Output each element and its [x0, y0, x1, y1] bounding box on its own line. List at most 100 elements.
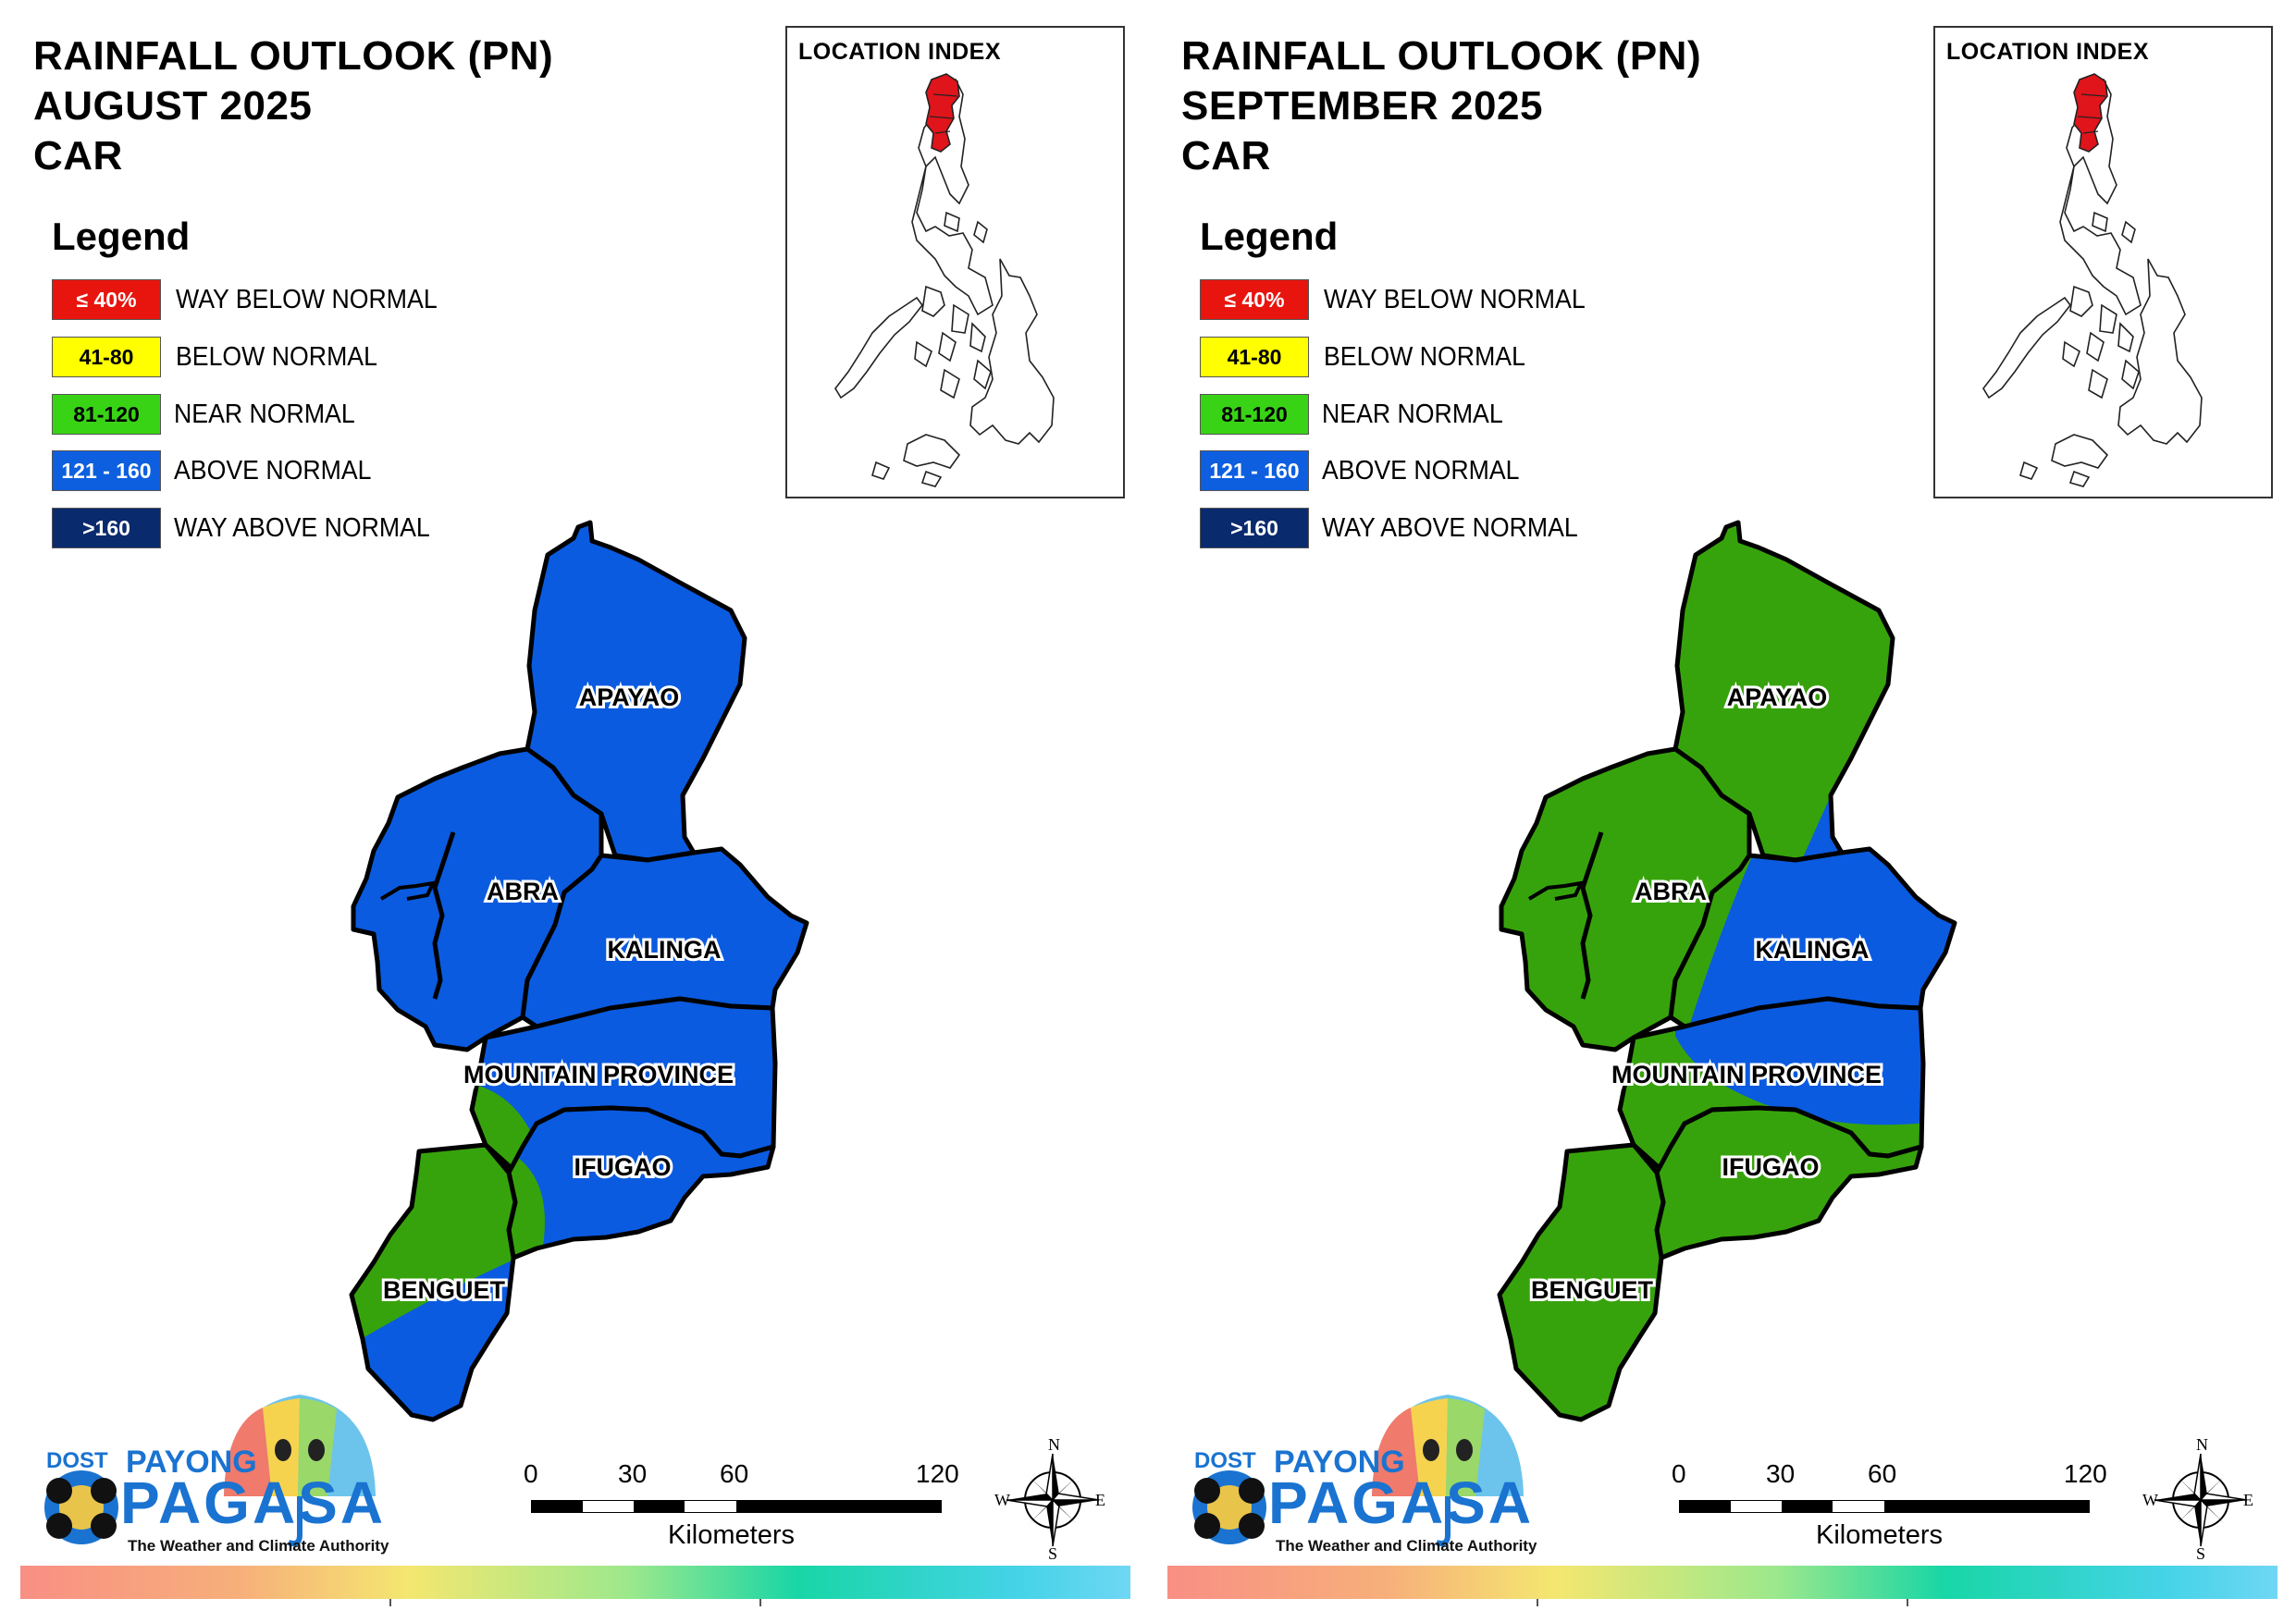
province-benguet [349, 1142, 518, 1422]
legend-label: WAY ABOVE NORMAL [174, 513, 430, 543]
legend-swatch: 41-80 [52, 337, 161, 377]
footer-gradient-bar [1167, 1566, 2277, 1599]
map-title: RAINFALL OUTLOOK (PN) AUGUST 2025 CAR [33, 31, 553, 181]
legend-swatch: 41-80 [1200, 337, 1309, 377]
scale-bar-strip [531, 1500, 942, 1513]
province-apayao [525, 520, 747, 863]
pagasa-logo: DOST PAYONG PAGASA The Weather and Clima… [31, 1387, 401, 1563]
compass-e: E [1095, 1491, 1105, 1509]
compass-w: W [2142, 1491, 2158, 1509]
location-index-title: LOCATION INDEX [1946, 39, 2150, 65]
footer-gradient-ticks [1537, 1599, 1908, 1606]
label-abra: ABRA [1635, 878, 1707, 905]
title-line-1: RAINFALL OUTLOOK (PN) [33, 33, 554, 79]
scale-unit: Kilometers [668, 1520, 795, 1550]
outlook-panel-august: RAINFALL OUTLOOK (PN) AUGUST 2025 CAR Le… [20, 26, 1130, 1606]
legend-item-way-below: ≤ 40% WAY BELOW NORMAL [52, 279, 570, 324]
title-line-3: CAR [1181, 133, 1271, 178]
legend-label: WAY BELOW NORMAL [176, 285, 438, 314]
logo-payong-text: PAYONG [126, 1445, 257, 1480]
legend-label: NEAR NORMAL [174, 400, 355, 429]
legend-title: Legend [1200, 215, 1339, 258]
compass-icon [2154, 1453, 2248, 1547]
logo-dost-text: DOST [46, 1448, 108, 1473]
legend-swatch: 121 - 160 [1200, 450, 1309, 491]
logo-dost-text: DOST [1194, 1448, 1256, 1473]
pagasa-logo: DOST PAYONG PAGASA The Weather and Clima… [1179, 1387, 1549, 1563]
compass-n: N [1048, 1435, 1060, 1454]
compass-icon [1006, 1453, 1100, 1547]
compass-rose: N E S W [2142, 1435, 2253, 1563]
legend-label: ABOVE NORMAL [174, 456, 372, 486]
location-index-title: LOCATION INDEX [798, 39, 1002, 65]
legend-label: BELOW NORMAL [1324, 342, 1525, 372]
legend-item-way-above: >160 WAY ABOVE NORMAL [52, 508, 570, 552]
location-index-box: LOCATION INDEX [1933, 26, 2273, 498]
scale-tick-0: 0 [524, 1459, 538, 1488]
scale-unit: Kilometers [1816, 1520, 1943, 1550]
map-title: RAINFALL OUTLOOK (PN) SEPTEMBER 2025 CAR [1181, 31, 1701, 181]
title-line-1: RAINFALL OUTLOOK (PN) [1181, 33, 1702, 79]
legend-swatch: 81-120 [1200, 394, 1309, 435]
label-benguet: BENGUET [383, 1276, 506, 1304]
logo-payong-text: PAYONG [1274, 1445, 1405, 1480]
scale-bar-strip [1679, 1500, 2090, 1513]
compass-e: E [2243, 1491, 2253, 1509]
umbrella-icon [44, 1395, 376, 1546]
label-ifugao: IFUGAO [574, 1153, 672, 1181]
scale-tick-0: 0 [1672, 1459, 1686, 1488]
car-province-map: APAYAO ABRA KALINGA MOUNTAIN PROVINCE IF… [349, 520, 809, 1422]
legend-item-above: 121 - 160 ABOVE NORMAL [1200, 450, 1718, 495]
title-line-3: CAR [33, 133, 123, 178]
scale-bar: 0 30 60 120 Kilometers [524, 1459, 959, 1550]
province-apayao [1673, 520, 1895, 863]
legend-swatch: 81-120 [52, 394, 161, 435]
scale-tick-30: 30 [618, 1459, 648, 1488]
scale-tick-60: 60 [720, 1459, 749, 1488]
legend-label: BELOW NORMAL [176, 342, 377, 372]
label-ifugao: IFUGAO [1722, 1153, 1820, 1181]
outlook-panel-september: RAINFALL OUTLOOK (PN) SEPTEMBER 2025 CAR… [1148, 0, 2296, 1623]
scale-tick-120: 120 [2064, 1459, 2107, 1488]
legend-swatch: >160 [1200, 508, 1309, 548]
label-mountain-province: MOUNTAIN PROVINCE [463, 1061, 734, 1088]
compass-s: S [1048, 1544, 1058, 1563]
label-mountain-province: MOUNTAIN PROVINCE [1611, 1061, 1882, 1088]
compass-w: W [994, 1491, 1010, 1509]
scale-tick-120: 120 [916, 1459, 959, 1488]
logo-pagasa-text: PAGASA [1268, 1469, 1535, 1536]
province-benguet [1497, 1142, 1666, 1422]
legend-swatch: 121 - 160 [52, 450, 161, 491]
legend-label: WAY ABOVE NORMAL [1322, 513, 1578, 543]
scale-tick-60: 60 [1868, 1459, 1897, 1488]
legend-label: NEAR NORMAL [1322, 400, 1503, 429]
umbrella-icon [1192, 1395, 1524, 1546]
legend-item-above: 121 - 160 ABOVE NORMAL [52, 450, 570, 495]
philippines-index-map [834, 73, 1055, 487]
legend-item-way-above: >160 WAY ABOVE NORMAL [1200, 508, 1718, 552]
label-apayao: APAYAO [1727, 683, 1828, 711]
compass-s: S [2196, 1544, 2206, 1563]
legend-swatch: ≤ 40% [52, 279, 161, 320]
label-abra: ABRA [487, 878, 559, 905]
legend-item-way-below: ≤ 40% WAY BELOW NORMAL [1200, 279, 1718, 324]
label-kalinga: KALINGA [1756, 936, 1870, 964]
compass-n: N [2196, 1435, 2208, 1454]
legend-item-near: 81-120 NEAR NORMAL [52, 394, 570, 438]
footer-gradient-ticks [389, 1599, 761, 1606]
legend-item-below: 41-80 BELOW NORMAL [1200, 337, 1718, 381]
logo-tagline: The Weather and Climate Authority [1276, 1537, 1537, 1555]
philippines-index-map [1982, 73, 2203, 487]
legend-swatch: >160 [52, 508, 161, 548]
logo-pagasa-text: PAGASA [120, 1469, 387, 1536]
label-apayao: APAYAO [579, 683, 680, 711]
logo-tagline: The Weather and Climate Authority [128, 1537, 389, 1555]
title-line-2: AUGUST 2025 [33, 83, 313, 129]
legend-item-below: 41-80 BELOW NORMAL [52, 337, 570, 381]
footer-gradient-bar [20, 1566, 1130, 1599]
label-kalinga: KALINGA [608, 936, 722, 964]
label-benguet: BENGUET [1531, 1276, 1654, 1304]
legend-swatch: ≤ 40% [1200, 279, 1309, 320]
title-line-2: SEPTEMBER 2025 [1181, 83, 1543, 129]
location-index-box: LOCATION INDEX [785, 26, 1125, 498]
